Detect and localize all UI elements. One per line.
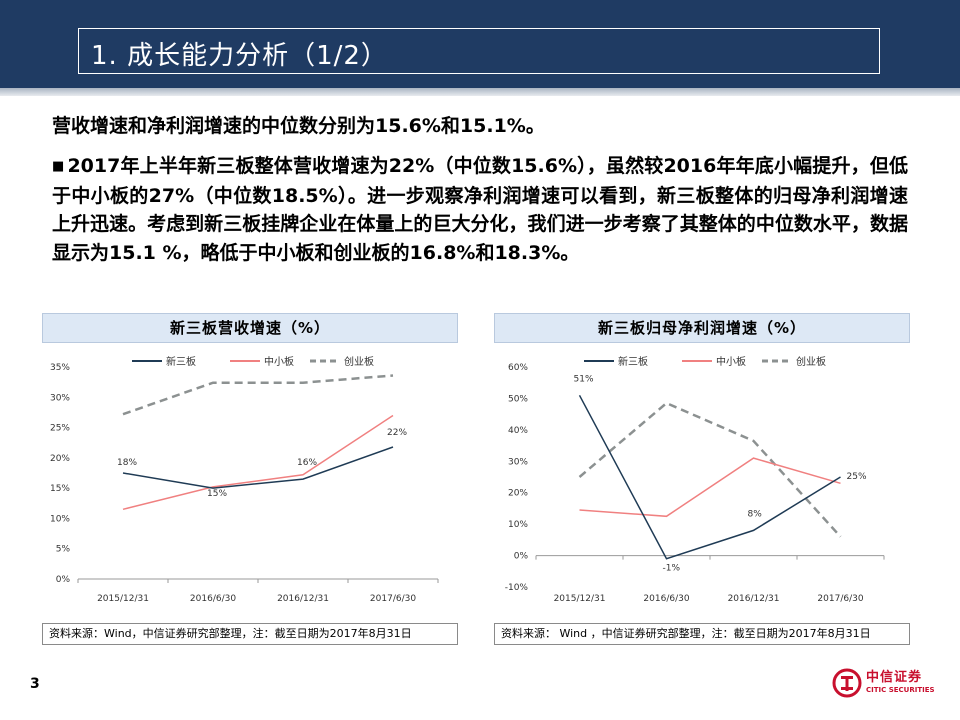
- y-tick-label: 40%: [508, 426, 528, 436]
- x-tick-label: 2016/6/30: [190, 594, 236, 604]
- data-label: 22%: [387, 428, 407, 438]
- y-tick-label: 20%: [50, 454, 70, 464]
- legend-label: 新三板: [166, 355, 196, 368]
- series-line-1: [122, 446, 394, 489]
- y-tick-label: 10%: [50, 514, 70, 524]
- x-tick-label: 2017/6/30: [370, 594, 416, 604]
- source-note: 资料来源：Wind，中信证券研究部整理，注：截至日期为2017年8月31日: [42, 623, 458, 645]
- legend: 新三板 中小板 创业板: [132, 355, 374, 368]
- data-label: 51%: [574, 374, 594, 384]
- chart-title: 新三板归母净利润增速（%）: [494, 313, 910, 343]
- logo-name: 中信证券: [866, 670, 923, 685]
- chart-revenue-growth: 新三板 中小板 创业板 0% 5% 10% 15% 20% 25% 30% 35% 2015/12/3…: [50, 355, 439, 604]
- data-label: 16%: [297, 458, 317, 468]
- legend-label: 新三板: [618, 355, 648, 368]
- source-note: 资料来源： Wind ，中信证券研究部整理，注：截至日期为2017年8月31日: [494, 623, 910, 645]
- series-line-2: [579, 457, 841, 518]
- chart-panel-net-profit: 新三板归母净利润增速（%） 新三板 中小板 创业板 -10% 0% 10% 20% 30% 40…: [494, 313, 910, 645]
- header-shade: [0, 88, 960, 96]
- data-label: 15%: [207, 489, 227, 499]
- x-tick-label: 2016/12/31: [728, 594, 780, 604]
- y-tick-label: 25%: [50, 424, 70, 434]
- lead-sentence: 营收增速和净利润增速的中位数分别为15.6%和15.1%。: [52, 115, 545, 137]
- square-bullet-icon: ■: [52, 159, 65, 174]
- y-tick-label: 30%: [508, 457, 528, 467]
- page-title: 1. 成长能力分析（1/2）: [91, 41, 388, 71]
- logo-name-en: CITIC SECURITIES: [866, 686, 935, 694]
- series-line-1: [578, 394, 841, 560]
- title-box: 1. 成长能力分析（1/2）: [78, 28, 880, 74]
- legend-label: 创业板: [344, 355, 374, 368]
- y-tick-label: 5%: [56, 545, 71, 555]
- legend-label: 创业板: [796, 355, 826, 368]
- y-tick-label: 0%: [514, 552, 529, 562]
- data-label: 18%: [117, 458, 137, 468]
- chart-net-profit-growth: 新三板 中小板 创业板 -10% 0% 10% 20% 30% 40% 50% 60% 2015/12…: [505, 355, 885, 604]
- y-tick-label: 0%: [56, 575, 71, 585]
- y-tick-label: 50%: [508, 394, 528, 404]
- y-tick-label: 10%: [508, 520, 528, 530]
- body-paragraph: ■ 2017年上半年新三板整体营收增速为22%（中位数15.6%），虽然较2016…: [52, 152, 908, 267]
- citic-logo-icon: [832, 668, 862, 698]
- x-tick-label: 2016/12/31: [277, 594, 329, 604]
- data-label: -1%: [663, 564, 681, 574]
- series-line-3: [122, 374, 394, 416]
- y-tick-label: 60%: [508, 363, 528, 373]
- x-tick-label: 2015/12/31: [97, 594, 149, 604]
- x-tick-label: 2015/12/31: [554, 594, 606, 604]
- y-tick-label: 35%: [50, 363, 70, 373]
- chart-title: 新三板营收增速（%）: [42, 313, 458, 343]
- y-tick-label: -10%: [505, 583, 529, 593]
- series-line-2: [122, 414, 394, 511]
- y-tick-label: 15%: [50, 484, 70, 494]
- header-band: 1. 成长能力分析（1/2）: [0, 0, 960, 96]
- x-tick-label: 2017/6/30: [817, 594, 863, 604]
- legend-label: 中小板: [264, 355, 294, 368]
- y-tick-label: 20%: [508, 489, 528, 499]
- legend-label: 中小板: [716, 355, 746, 368]
- page-number: 3: [30, 676, 40, 692]
- chart-panel-revenue: 新三板营收增速（%） 新三板 中小板 创业板 0% 5% 10% 15% 20% 25% 30% 3…: [42, 313, 458, 645]
- legend: 新三板 中小板 创业板: [584, 355, 826, 368]
- series-line-3: [578, 401, 842, 538]
- data-label: 25%: [847, 472, 867, 482]
- x-tick-label: 2016/6/30: [643, 594, 689, 604]
- y-tick-label: 30%: [50, 393, 70, 403]
- company-logo: 中信证券 CITIC SECURITIES: [832, 664, 942, 704]
- body-paragraph-text: 2017年上半年新三板整体营收增速为22%（中位数15.6%），虽然较2016年…: [52, 155, 908, 264]
- data-label: 8%: [748, 509, 763, 519]
